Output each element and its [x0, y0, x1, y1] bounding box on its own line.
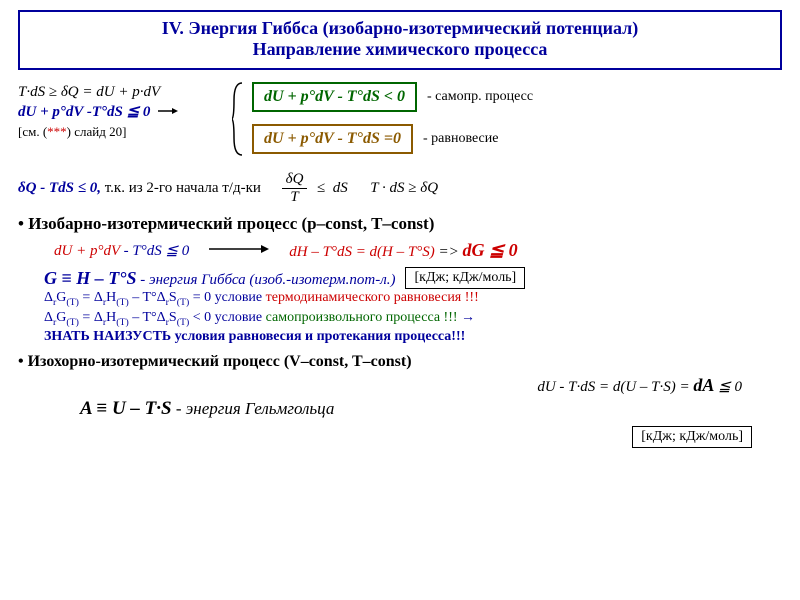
- units-box-2: [кДж; кДж/моль]: [632, 426, 752, 448]
- units-box-1: [кДж; кДж/моль]: [405, 267, 525, 289]
- cond-row-2: dU + p°dV - T°dS =0 - равновесие: [252, 124, 533, 154]
- condition-column: dU + p°dV - T°dS < 0 - самопр. процесс d…: [252, 82, 533, 154]
- units-row-2: [кДж; кДж/моль]: [18, 426, 782, 448]
- helmholtz-definition: A ≡ U – T·S - энергия Гельмгольца: [80, 398, 782, 420]
- ineq-left: dU + p°dV - T°dS ≦ 0: [54, 241, 189, 260]
- eq-line-2: dU + p°dV -T°dS ≦ 0: [18, 102, 228, 122]
- arrow-left-icon: [158, 102, 178, 122]
- cond-desc-1: - самопр. процесс: [427, 89, 533, 105]
- title-line-1: IV. Энергия Гиббса (изобарно-изотермичес…: [28, 18, 772, 39]
- gibbs-definition: G ≡ H – T°S - энергия Гиббса (изоб.-изот…: [44, 267, 782, 289]
- eq-line-3: [см. (***) слайд 20]: [18, 123, 228, 141]
- spontaneous-condition: ΔrG(T) = ΔrH(T) – T°ΔrS(T) < 0 условие с…: [44, 309, 782, 329]
- eq-left-column: T·dS ≥ δQ = dU + p·dV dU + p°dV -T°dS ≦ …: [18, 82, 228, 140]
- equilibrium-condition: ΔrG(T) = ΔrH(T) – T°ΔrS(T) = 0 условие т…: [44, 289, 782, 309]
- cond-box-spontaneous: dU + p°dV - T°dS < 0: [252, 82, 417, 112]
- cond-box-equilibrium: dU + p°dV - T°dS =0: [252, 124, 413, 154]
- know-by-heart: ЗНАТЬ НАИЗУСТЬ условия равновесия и прот…: [44, 329, 782, 345]
- bullet-isochoric: Изохорно-изотермический процесс (V–const…: [18, 353, 782, 371]
- inequality-row: dU + p°dV - T°dS ≦ 0 dH – T°dS = d(H – T…: [54, 240, 782, 261]
- cond-row-1: dU + p°dV - T°dS < 0 - самопр. процесс: [252, 82, 533, 112]
- frac-dq-t: δQ T: [282, 171, 308, 206]
- cond-desc-2: - равновесие: [423, 131, 499, 147]
- eq-line-1: T·dS ≥ δQ = dU + p·dV: [18, 82, 228, 102]
- isochoric-equation: dU - T·dS = d(U – T·S) = dA ≦ 0: [18, 375, 782, 396]
- brace-icon: [232, 82, 244, 161]
- bullet-isobaric: Изобарно-изотермический процесс (p–const…: [18, 214, 782, 234]
- delta-q-line: δQ - TdS ≤ 0, т.к. из 2-го начала т/д-ки…: [18, 171, 782, 206]
- top-equations: T·dS ≥ δQ = dU + p·dV dU + p°dV -T°dS ≦ …: [18, 82, 782, 161]
- arrow-right-icon: [209, 242, 269, 259]
- ineq-right: dH – T°dS = d(H – T°S) => dG ≦ 0: [289, 240, 517, 261]
- title-line-2: Направление химического процесса: [28, 39, 772, 60]
- title-box: IV. Энергия Гиббса (изобарно-изотермичес…: [18, 10, 782, 70]
